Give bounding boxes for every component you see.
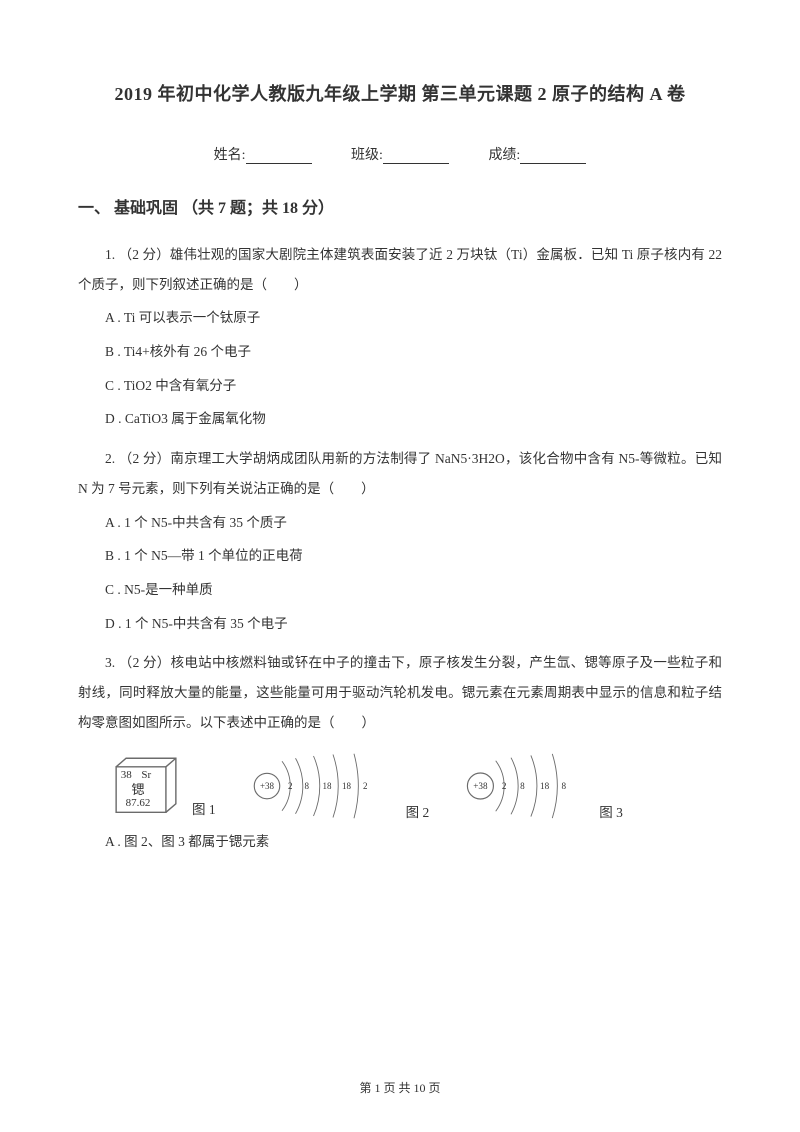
- page-footer: 第 1 页 共 10 页: [0, 1079, 800, 1096]
- element-cube-icon: 38 Sr 锶 87.62: [110, 754, 182, 818]
- q2-opt-c: C . N5-是一种单质: [78, 575, 722, 605]
- question-1: 1. （2 分）雄伟壮观的国家大剧院主体建筑表面安装了近 2 万块钛（Ti）金属…: [78, 240, 722, 434]
- figure-2: +38 2 8 18 18 2 图 2: [246, 751, 430, 821]
- cube-mass: 87.62: [102, 796, 174, 810]
- q1-opt-c: C . TiO2 中含有氧分子: [78, 371, 722, 401]
- question-2: 2. （2 分）南京理工大学胡炳成团队用新的方法制得了 NaN5·3H2O，该化…: [78, 444, 722, 638]
- q2-stem: 2. （2 分）南京理工大学胡炳成团队用新的方法制得了 NaN5·3H2O，该化…: [78, 444, 722, 503]
- q2-opt-a: A . 1 个 N5-中共含有 35 个质子: [78, 508, 722, 538]
- info-row: 姓名: 班级: 成绩:: [78, 144, 722, 164]
- svg-text:18: 18: [322, 781, 332, 791]
- fig3-label: 图 3: [599, 801, 623, 821]
- q1-stem: 1. （2 分）雄伟壮观的国家大剧院主体建筑表面安装了近 2 万块钛（Ti）金属…: [78, 240, 722, 299]
- svg-text:2: 2: [288, 781, 293, 791]
- class-label: 班级:: [351, 148, 383, 163]
- svg-text:8: 8: [304, 781, 309, 791]
- svg-text:2: 2: [363, 781, 368, 791]
- name-line: [246, 150, 312, 164]
- svg-text:8: 8: [562, 781, 567, 791]
- figure-3: +38 2 8 18 8 图 3: [459, 751, 623, 821]
- section-heading: 一、 基础巩固 （共 7 题；共 18 分）: [78, 194, 722, 218]
- svg-text:+38: +38: [260, 781, 275, 791]
- question-3: 3. （2 分）核电站中核燃料铀或钚在中子的撞击下，原子核发生分裂，产生氙、锶等…: [78, 648, 722, 857]
- svg-text:+38: +38: [473, 781, 488, 791]
- q3-opt-a: A . 图 2、图 3 都属于锶元素: [78, 827, 722, 857]
- q2-opt-b: B . 1 个 N5—带 1 个单位的正电荷: [78, 541, 722, 571]
- cube-sym: Sr: [141, 768, 151, 782]
- svg-text:8: 8: [520, 781, 525, 791]
- footer-mid: 页 共: [380, 1081, 413, 1095]
- fig2-label: 图 2: [406, 801, 430, 821]
- cube-num: 38: [121, 768, 132, 782]
- class-field: 班级:: [351, 144, 449, 164]
- footer-total: 10: [414, 1081, 426, 1095]
- class-line: [383, 150, 449, 164]
- shell-diagram-2: +38 2 8 18 18 2: [246, 751, 396, 821]
- svg-text:18: 18: [540, 781, 550, 791]
- q1-opt-b: B . Ti4+核外有 26 个电子: [78, 337, 722, 367]
- figure-1: 38 Sr 锶 87.62 图 1: [110, 754, 216, 818]
- page-title: 2019 年初中化学人教版九年级上学期 第三单元课题 2 原子的结构 A 卷: [78, 80, 722, 106]
- q1-opt-d: D . CaTiO3 属于金属氧化物: [78, 404, 722, 434]
- score-label: 成绩:: [488, 148, 520, 163]
- q2-opt-d: D . 1 个 N5-中共含有 35 个电子: [78, 609, 722, 639]
- fig1-label: 图 1: [192, 798, 216, 818]
- footer-suffix: 页: [426, 1081, 441, 1095]
- score-field: 成绩:: [488, 144, 586, 164]
- name-label: 姓名:: [214, 148, 246, 163]
- figure-row: 38 Sr 锶 87.62 图 1 +38 2 8: [78, 751, 722, 821]
- score-line: [520, 150, 586, 164]
- q3-stem: 3. （2 分）核电站中核燃料铀或钚在中子的撞击下，原子核发生分裂，产生氙、锶等…: [78, 648, 722, 737]
- name-field: 姓名:: [214, 144, 312, 164]
- svg-text:2: 2: [502, 781, 507, 791]
- footer-prefix: 第: [359, 1081, 374, 1095]
- shell-diagram-3: +38 2 8 18 8: [459, 751, 589, 821]
- q1-opt-a: A . Ti 可以表示一个钛原子: [78, 303, 722, 333]
- svg-text:18: 18: [342, 781, 352, 791]
